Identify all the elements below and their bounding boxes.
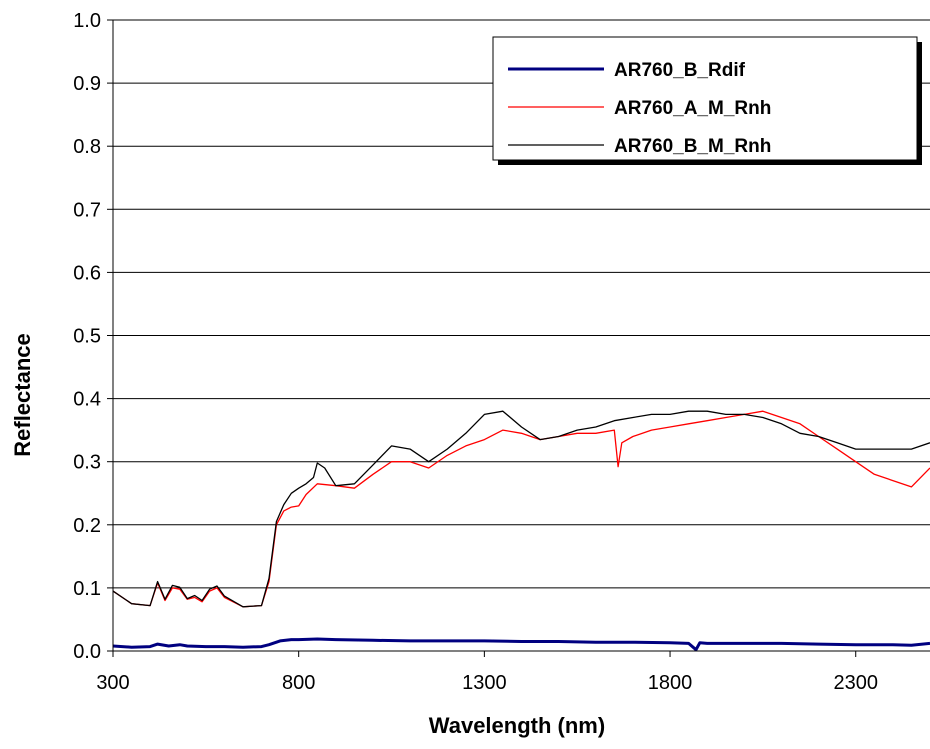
y-tick-label: 0.2 xyxy=(73,515,101,537)
legend-label: AR760_B_Rdif xyxy=(614,60,746,81)
x-tick-label: 2300 xyxy=(833,672,878,694)
x-tick-label: 800 xyxy=(282,672,315,694)
y-tick-label: 0.7 xyxy=(73,199,101,221)
y-tick-label: 0.9 xyxy=(73,73,101,95)
x-tick-label: 1800 xyxy=(648,672,693,694)
x-tick-label: 1300 xyxy=(462,672,507,694)
x-axis-title: Wavelength (nm) xyxy=(429,713,605,738)
y-tick-label: 0.1 xyxy=(73,578,101,600)
y-tick-label: 0.6 xyxy=(73,262,101,284)
legend-entries: AR760_B_Rdif AR760_A_M_Rnh AR760_B_M_Rnh xyxy=(508,60,771,157)
y-tick-label: 0.8 xyxy=(73,136,101,158)
legend-label: AR760_A_M_Rnh xyxy=(614,98,771,119)
y-axis-title: Reflectance xyxy=(10,333,35,457)
series-line-AR760_B_Rdif xyxy=(112,637,930,652)
series-line-AR760_A_M_Rnh xyxy=(112,410,930,608)
legend-box xyxy=(492,36,918,161)
y-tick-label: 1.0 xyxy=(73,10,101,32)
x-tick-labels: 300 800 1300 1800 2300 xyxy=(96,651,878,694)
legend-label: AR760_B_M_Rnh xyxy=(614,136,771,157)
y-tick-labels: 0.0 0.1 0.2 0.3 0.4 0.5 0.6 0.7 0.8 0.9 1.0 xyxy=(73,10,113,663)
y-tick-label: 0.3 xyxy=(73,452,101,474)
legend: AR760_B_Rdif AR760_A_M_Rnh AR760_B_M_Rnh xyxy=(492,36,922,165)
y-tick-label: 0.4 xyxy=(73,389,101,411)
y-tick-label: 0.5 xyxy=(73,326,101,348)
x-tick-label: 300 xyxy=(96,672,129,694)
series-line-AR760_B_M_Rnh xyxy=(112,410,930,608)
y-tick-label: 0.0 xyxy=(73,641,101,663)
series-lines xyxy=(112,410,930,652)
